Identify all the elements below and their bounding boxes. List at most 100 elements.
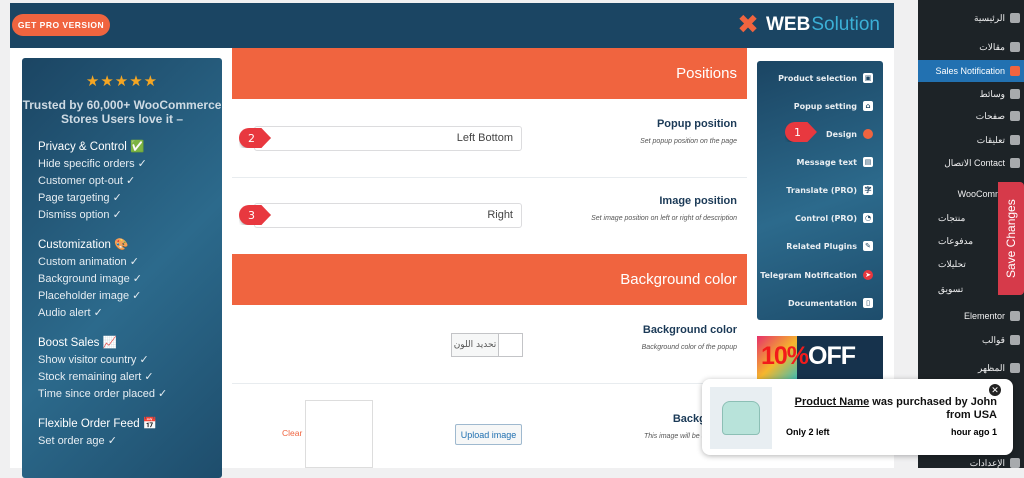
nav-item-documentation[interactable]: Documentation ▯ — [788, 298, 873, 308]
wp-menu-item[interactable]: منتجات — [918, 207, 1024, 229]
nav-item-label: Translate (PRO) — [786, 185, 857, 195]
nav-item-control-pro[interactable]: Control (PRO) ◔ — [795, 213, 873, 223]
nav-item-label: Related Plugins — [786, 241, 857, 251]
nav-item-label: Control (PRO) — [795, 213, 857, 223]
get-pro-button[interactable]: GET PRO VERSION — [12, 14, 110, 36]
popup-message: Product Name was purchased by John from … — [794, 396, 997, 421]
sales-notification-popup: Product Name was purchased by John from … — [702, 379, 1013, 455]
wp-menu-item[interactable]: WooCommerce — [918, 183, 1024, 205]
feature-group-title: Privacy & Control ✅ — [38, 141, 145, 153]
wp-menu-item[interactable]: تحليلات — [918, 253, 1024, 275]
nav-item-label: Design — [826, 129, 857, 139]
wp-menu-icon — [1010, 363, 1020, 373]
feature-group: Flexible Order Feed 📅 Set order age ✓ — [38, 416, 222, 450]
settings-nav: Product selection ▣ Popup setting ⌂ Design ● M… — [757, 61, 883, 320]
wp-menu-icon — [1010, 335, 1020, 345]
wp-menu-item[interactable]: وسائط — [918, 83, 1024, 105]
wp-menu-icon — [1010, 158, 1020, 168]
feature-group-title: Customization 🎨 — [38, 239, 129, 251]
nav-icon: ➤ — [863, 270, 873, 280]
feature-item: Audio alert ✓ — [38, 307, 103, 319]
wp-menu-item[interactable]: Sales Notification — [918, 60, 1024, 82]
wp-menu-label: Sales Notification — [935, 66, 1005, 76]
step-badge-3: 3 — [239, 205, 271, 225]
divider — [232, 177, 747, 178]
wp-menu-item[interactable]: الاتصال Contact — [918, 152, 1024, 174]
background-color-header: Background color — [232, 254, 747, 305]
wp-menu-label: تسويق — [938, 283, 964, 294]
upload-image-button[interactable]: Upload image — [455, 424, 522, 445]
wp-menu-label: تعليقات — [976, 134, 1005, 145]
wp-menu-icon — [1010, 135, 1020, 145]
close-icon[interactable]: ✕ — [989, 384, 1001, 396]
nav-item-label: Telegram Notification — [760, 270, 857, 280]
feature-item: Custom animation ✓ — [38, 256, 139, 268]
feature-item: Dismiss option ✓ — [38, 209, 122, 221]
nav-icon: ✎ — [863, 241, 873, 251]
wp-menu-label: الرئيسية — [974, 12, 1005, 23]
wp-menu-item[interactable]: الرئيسية — [918, 7, 1024, 29]
feature-group-title: Flexible Order Feed 📅 — [38, 418, 158, 430]
logo-solution: Solution — [811, 14, 880, 35]
wp-menu-label: الإعدادات — [969, 457, 1005, 468]
popup-position-label: Popup position Set popup position on the … — [640, 118, 737, 145]
step-badge-2: 2 — [239, 128, 271, 148]
product-link[interactable]: Product Name — [794, 396, 870, 408]
nav-item-related-plugins[interactable]: Related Plugins ✎ — [786, 241, 873, 251]
wp-menu-item[interactable]: الإعدادات — [918, 452, 1024, 474]
feature-item: Time since order placed ✓ — [38, 388, 168, 400]
feature-item: Customer opt-out ✓ — [38, 175, 136, 187]
nav-icon: ◔ — [863, 213, 873, 223]
wp-menu-label: مقالات — [979, 41, 1005, 52]
nav-icon: ▯ — [863, 298, 873, 308]
popup-position-select[interactable]: Left Bottom — [254, 126, 522, 151]
image-position-select[interactable]: Right — [254, 203, 522, 228]
product-image — [710, 387, 772, 449]
color-picker-button[interactable]: تحديد اللون — [451, 333, 523, 357]
nav-item-product-selection[interactable]: Product selection ▣ — [778, 73, 873, 83]
feature-item: Background image ✓ — [38, 273, 142, 285]
wp-menu-icon — [1010, 311, 1020, 321]
feature-group: Boost Sales 📈 Show visitor country ✓ Stock… — [38, 335, 222, 403]
clear-link[interactable]: Clear — [282, 428, 303, 438]
nav-item-message-text[interactable]: Message text ▤ — [797, 157, 873, 167]
feature-item: Page targeting ✓ — [38, 192, 122, 204]
nav-item-telegram-notification[interactable]: Telegram Notification ➤ — [760, 270, 873, 280]
nav-item-translate-pro[interactable]: Translate (PRO) 字 — [786, 185, 873, 195]
wp-menu-icon — [1010, 458, 1020, 468]
nav-icon: ⌂ — [863, 101, 873, 111]
wp-menu-item[interactable]: تعليقات — [918, 129, 1024, 151]
image-preview — [305, 400, 373, 468]
wp-menu-label: Elementor — [963, 311, 1005, 321]
save-changes-button[interactable]: Save Changes — [998, 182, 1024, 295]
wp-menu-icon — [1010, 111, 1020, 121]
wp-menu-item[interactable]: قوالب — [918, 329, 1024, 351]
promo-banner[interactable]: 10%OFF — [757, 336, 883, 385]
wp-menu-item[interactable]: المظهر — [918, 357, 1024, 379]
wp-menu-icon — [1010, 42, 1020, 52]
wp-menu-item[interactable]: Elementor — [918, 305, 1024, 327]
wp-menu-item[interactable]: مدفوعات — [918, 230, 1024, 252]
wp-menu-label: مدفوعات — [938, 235, 974, 246]
stock-text: Only 2 left — [786, 427, 830, 437]
nav-item-design[interactable]: Design ● — [826, 129, 873, 139]
logo-web: WEB — [766, 14, 811, 35]
wp-menu-item[interactable]: صفحات — [918, 105, 1024, 127]
nav-item-label: Product selection — [778, 73, 857, 83]
feature-item: Placeholder image ✓ — [38, 290, 142, 302]
wp-menu-item[interactable]: مقالات — [918, 36, 1024, 58]
wp-menu-label: WooCommerce — [957, 189, 1020, 199]
wp-menu-label: صفحات — [975, 110, 1005, 121]
wp-menu-item[interactable]: تسويق — [918, 278, 1024, 300]
nav-icon: 字 — [863, 185, 873, 195]
step-badge-1: 1 — [785, 122, 817, 142]
trusted-text: Trusted by 60,000+ WooCommerce Stores Us… — [22, 98, 222, 126]
nav-icon: ● — [863, 129, 873, 139]
feature-group-title: Boost Sales 📈 — [38, 337, 117, 349]
divider — [232, 383, 747, 384]
wp-menu-icon — [1010, 66, 1020, 76]
nav-item-popup-setting[interactable]: Popup setting ⌂ — [794, 101, 873, 111]
feature-item: Set order age ✓ — [38, 435, 117, 447]
wp-menu-icon — [1010, 13, 1020, 23]
websolution-logo: ✖ WEB Solution — [734, 9, 880, 41]
